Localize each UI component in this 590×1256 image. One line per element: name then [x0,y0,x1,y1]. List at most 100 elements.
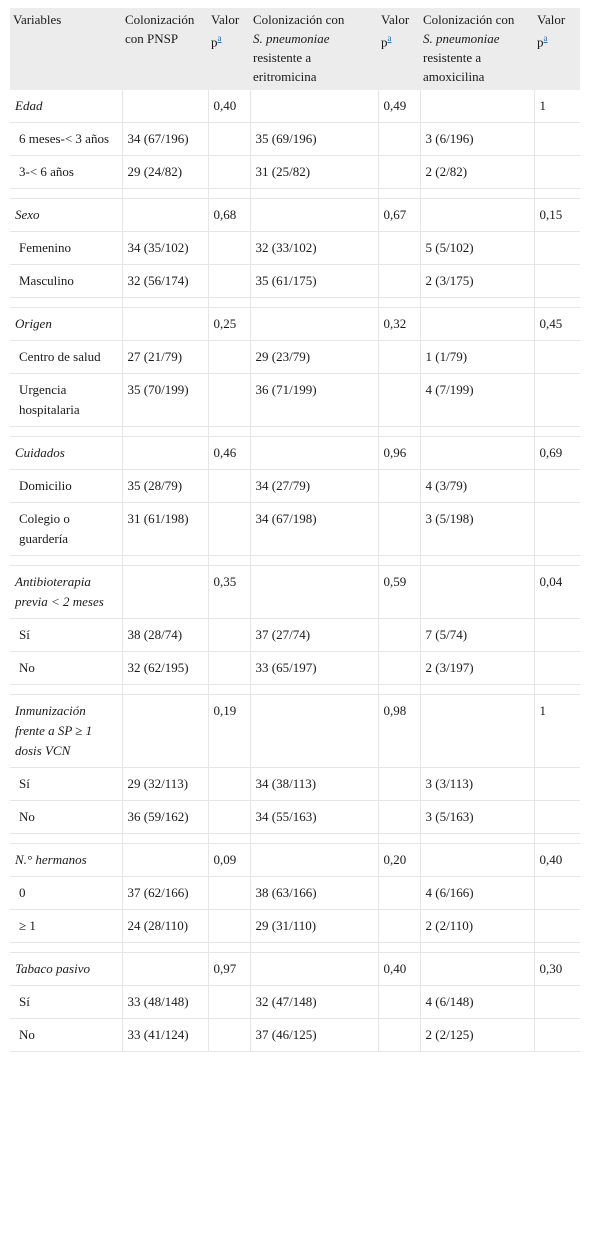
empty-cell [249,90,378,123]
empty-cell [249,952,378,986]
empty-cell [207,1018,250,1052]
group-separator [10,555,580,566]
p-value-erythromycin: 0,32 [377,307,420,341]
separator-cell [249,297,378,308]
row-label: 6 meses-< 3 años [10,122,122,156]
p-value-pnsp: 0,40 [207,90,250,123]
separator-cell [533,297,580,308]
separator-cell [249,942,378,953]
table-row: Colegio o guardería 31 (61/198) 34 (67/198… [10,502,580,556]
separator-cell [533,942,580,953]
pnsp-value: 34 (67/196) [121,122,208,156]
data-table-container: Variables Colonización con PNSP Valor pa C… [10,8,580,1052]
amoxicillin-value: 1 (1/79) [419,340,534,374]
pnsp-value: 27 (21/79) [121,340,208,374]
amoxicillin-value: 4 (7/199) [419,373,534,427]
empty-cell [533,340,580,374]
p-value-erythromycin: 0,59 [377,565,420,619]
empty-cell [207,985,250,1019]
footnote-link-a-1[interactable]: a [217,33,222,43]
empty-cell [533,876,580,910]
empty-cell [377,800,420,834]
row-label: Domicilio [10,469,122,503]
empty-cell [121,198,208,232]
separator-cell [121,942,208,953]
empty-cell [249,843,378,877]
empty-cell [249,694,378,768]
row-label: Sí [10,767,122,801]
p-value-erythromycin: 0,67 [377,198,420,232]
empty-cell [533,909,580,943]
amoxicillin-value: 2 (2/110) [419,909,534,943]
group-row: N.° hermanos 0,09 0,20 0,40 [10,843,580,877]
pnsp-value: 35 (70/199) [121,373,208,427]
p-value-amoxicillin: 0,40 [533,843,580,877]
empty-cell [377,909,420,943]
footnote-link-a-2[interactable]: a [387,33,392,43]
table-row: Domicilio 35 (28/79) 34 (27/79) 4 (3/79) [10,469,580,503]
p-value-erythromycin: 0,98 [377,694,420,768]
group-row: Cuidados 0,46 0,96 0,69 [10,436,580,470]
separator-cell [10,188,122,199]
pnsp-value: 31 (61/198) [121,502,208,556]
separator-cell [419,555,534,566]
header-pnsp: Colonización con PNSP [122,8,208,90]
empty-cell [207,502,250,556]
empty-cell [249,307,378,341]
group-label: Tabaco pasivo [10,952,122,986]
erythromycin-value: 34 (55/163) [249,800,378,834]
erythromycin-value: 37 (46/125) [249,1018,378,1052]
empty-cell [419,843,534,877]
empty-cell [207,876,250,910]
separator-cell [377,684,420,695]
amoxicillin-value: 3 (5/198) [419,502,534,556]
separator-cell [207,297,250,308]
separator-cell [419,426,534,437]
separator-cell [419,188,534,199]
empty-cell [533,155,580,189]
p-value-amoxicillin: 1 [533,90,580,123]
empty-cell [377,651,420,685]
amoxicillin-value: 2 (2/125) [419,1018,534,1052]
separator-cell [10,555,122,566]
p-value-amoxicillin: 0,45 [533,307,580,341]
separator-cell [533,684,580,695]
table-row: 3-< 6 años 29 (24/82) 31 (25/82) 2 (2/82) [10,155,580,189]
amoxicillin-value: 4 (3/79) [419,469,534,503]
table-row: Sí 38 (28/74) 37 (27/74) 7 (5/74) [10,618,580,652]
separator-cell [10,942,122,953]
separator-cell [249,833,378,844]
empty-cell [377,469,420,503]
pnsp-value: 24 (28/110) [121,909,208,943]
table-row: 6 meses-< 3 años 34 (67/196) 35 (69/196) 3 … [10,122,580,156]
separator-cell [207,188,250,199]
empty-cell [377,373,420,427]
header-pvalue-1: Valor pa [208,8,250,90]
row-label: 0 [10,876,122,910]
amoxicillin-value: 3 (3/113) [419,767,534,801]
row-label: No [10,800,122,834]
amoxicillin-value: 3 (5/163) [419,800,534,834]
separator-cell [121,833,208,844]
separator-cell [533,188,580,199]
footnote-link-a-3[interactable]: a [543,33,548,43]
empty-cell [533,122,580,156]
row-label: Masculino [10,264,122,298]
header-variables: Variables [10,8,122,90]
separator-cell [419,942,534,953]
separator-cell [377,833,420,844]
erythromycin-value: 34 (27/79) [249,469,378,503]
pnsp-value: 35 (28/79) [121,469,208,503]
empty-cell [249,565,378,619]
separator-cell [121,684,208,695]
empty-cell [377,1018,420,1052]
empty-cell [377,876,420,910]
empty-cell [533,264,580,298]
header-erythromycin: Colonización con S. pneumoniae resistente … [250,8,378,90]
erythromycin-value: 29 (31/110) [249,909,378,943]
p-value-pnsp: 0,25 [207,307,250,341]
separator-cell [121,426,208,437]
amoxicillin-value: 4 (6/166) [419,876,534,910]
p-value-amoxicillin: 0,15 [533,198,580,232]
header-amoxicillin: Colonización con S. pneumoniae resistente … [420,8,534,90]
